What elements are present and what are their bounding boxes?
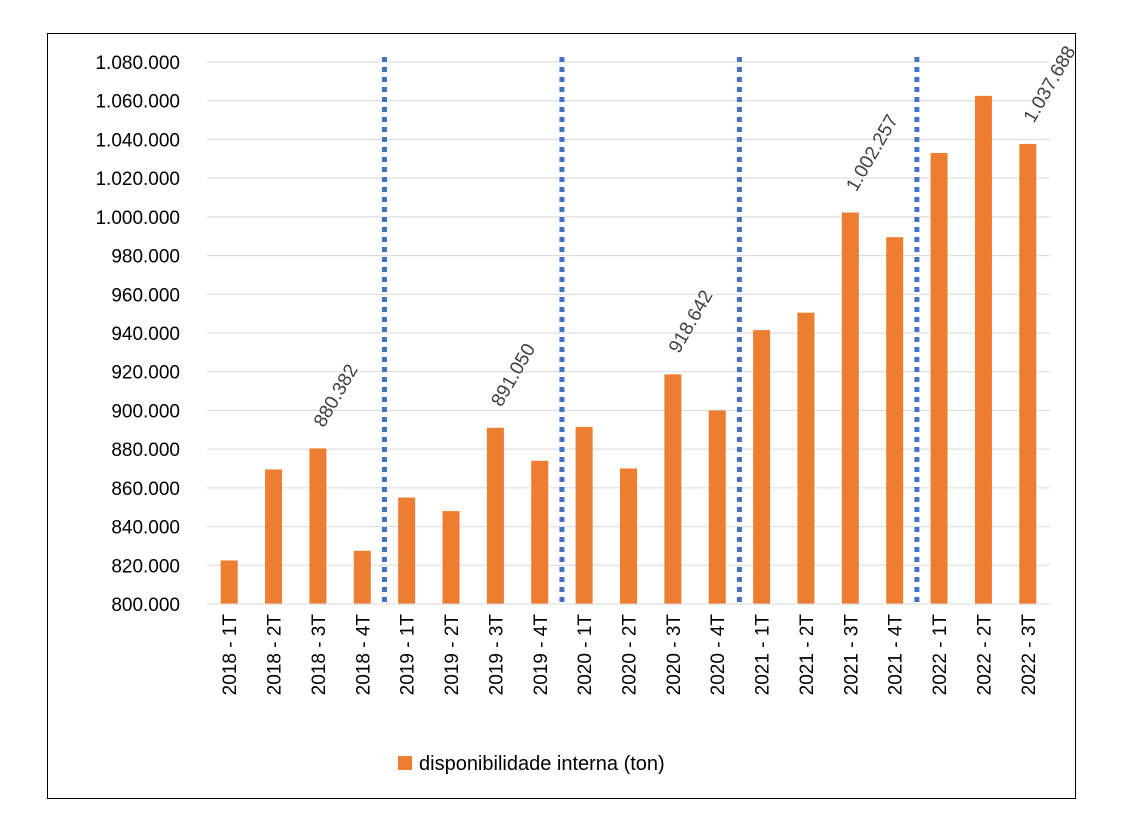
x-tick-label: 2022 - 1T [930, 614, 951, 696]
x-tick-label: 2020 - 2T [620, 614, 641, 696]
bar [620, 468, 637, 604]
y-tick-label: 960.000 [111, 285, 180, 306]
bar [930, 152, 948, 604]
y-tick-label: 1.000.000 [95, 208, 180, 229]
x-tick-label: 2019 - 3T [486, 614, 507, 696]
legend-label: disponibilidade interna (ton) [419, 753, 665, 775]
x-tick-label: 2021 - 1T [753, 614, 774, 696]
x-tick-label: 2020 - 4T [708, 614, 729, 696]
x-tick-label: 2018 - 1T [220, 614, 241, 696]
bar [1019, 143, 1037, 605]
data-label: 1.037.688 [1020, 43, 1080, 127]
gridlines [207, 61, 1050, 605]
data-label: 1.002.257 [842, 111, 902, 195]
legend-swatch [398, 756, 412, 770]
x-tick-label: 2018 - 3T [309, 614, 330, 696]
bar [797, 312, 815, 604]
data-label: 891.050 [488, 340, 541, 410]
x-tick-label: 2022 - 3T [1019, 614, 1040, 696]
x-tick-label: 2019 - 4T [531, 614, 552, 696]
bar [353, 550, 371, 604]
y-tick-label: 800.000 [111, 595, 180, 616]
bar [398, 497, 416, 604]
y-tick-label: 920.000 [111, 363, 180, 384]
y-tick-label: 900.000 [111, 401, 180, 422]
year-separators [381, 57, 920, 604]
bar [708, 410, 726, 604]
y-tick-label: 1.040.000 [95, 130, 180, 151]
bar [664, 374, 682, 604]
y-tick-label: 860.000 [111, 479, 180, 500]
bar [531, 460, 549, 604]
bar [886, 237, 904, 605]
x-tick-label: 2020 - 1T [575, 614, 596, 696]
x-tick-label: 2022 - 2T [974, 614, 995, 696]
bar [220, 560, 238, 604]
bar [974, 95, 992, 604]
bars [220, 95, 1037, 605]
x-tick-label: 2018 - 2T [265, 614, 286, 696]
x-tick-label: 2021 - 3T [841, 614, 862, 696]
y-tick-label: 820.000 [111, 556, 180, 577]
y-axis: 800.000 820.000 840.000 860.000 880.000 900.0… [95, 53, 180, 616]
x-axis: 2018 - 1T 2018 - 2T 2018 - 3T 2018 - 4T 2019… [207, 603, 1050, 696]
x-tick-label: 2021 - 4T [886, 614, 907, 696]
x-tick-label: 2021 - 2T [797, 614, 818, 696]
x-tick-label: 2020 - 3T [664, 614, 685, 696]
y-tick-label: 1.060.000 [95, 92, 180, 113]
bar [442, 511, 460, 604]
chart-frame [47, 33, 1076, 799]
y-tick-label: 880.000 [111, 440, 180, 461]
legend: disponibilidade interna (ton) [398, 753, 665, 775]
x-tick-label: 2019 - 1T [398, 614, 419, 696]
bar [309, 448, 327, 604]
bar [841, 212, 859, 605]
bar [575, 426, 593, 604]
x-tick-label: 2018 - 4T [353, 614, 374, 696]
y-tick-label: 940.000 [111, 324, 180, 345]
bar [265, 469, 283, 604]
y-tick-label: 1.080.000 [95, 53, 180, 74]
bar [486, 427, 504, 604]
bar [753, 330, 771, 604]
data-label: 918.642 [665, 287, 718, 357]
y-tick-label: 1.020.000 [95, 169, 180, 190]
x-tick-label: 2019 - 2T [442, 614, 463, 696]
y-tick-label: 840.000 [111, 518, 180, 539]
y-tick-label: 980.000 [111, 247, 180, 268]
